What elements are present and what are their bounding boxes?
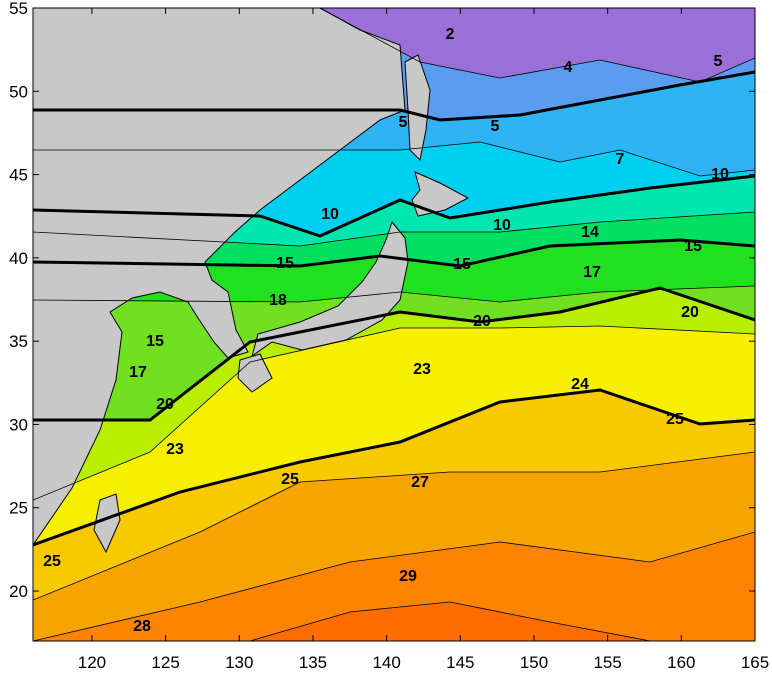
land [33, 8, 470, 554]
contour-label: 20 [681, 304, 699, 321]
contour-label: 29 [399, 568, 417, 585]
x-tick-label: 150 [520, 653, 548, 672]
axes: 120 125 130 135 140 145 150 155 160 1652025303540… [9, 0, 769, 672]
x-tick-label: 155 [593, 653, 621, 672]
contour-label: 10 [321, 206, 339, 223]
x-tick-label: 125 [151, 653, 179, 672]
temperature-band [250, 602, 650, 641]
contour-label: 5 [399, 114, 408, 131]
major-contour [33, 388, 755, 547]
y-tick-label: 30 [9, 415, 28, 434]
contour-label: 10 [711, 166, 729, 183]
y-tick-label: 50 [9, 82, 28, 101]
x-tick-label: 165 [741, 653, 769, 672]
x-tick-label: 135 [299, 653, 327, 672]
x-tick-label: 145 [446, 653, 474, 672]
contour-label: 20 [473, 313, 491, 330]
minor-contour [249, 601, 651, 641]
contour-label: 15 [684, 238, 702, 255]
contour-label: 4 [564, 59, 573, 76]
contour-label: 17 [129, 364, 147, 381]
contour-label: 25 [43, 553, 61, 570]
contour-label: 2 [446, 26, 455, 43]
major-contour [33, 238, 755, 268]
temperature-field [33, 8, 755, 641]
y-tick-label: 55 [9, 0, 28, 18]
minor-contour [33, 285, 755, 303]
contour-label: 5 [491, 118, 500, 135]
contour-label: 28 [133, 618, 151, 635]
minor-contour [33, 141, 755, 177]
contour-label: 15 [146, 333, 164, 350]
contour-label: 17 [583, 264, 601, 281]
contour-label: 10 [493, 217, 511, 234]
contour-label: 25 [281, 471, 299, 488]
minor-contour [33, 211, 755, 247]
contour-lines [33, 8, 755, 641]
honshu [251, 220, 409, 358]
contour-label: 15 [453, 256, 471, 273]
minor-contour [33, 451, 755, 601]
x-tick-label: 120 [78, 653, 106, 672]
contour-label: 7 [616, 151, 625, 168]
y-tick-label: 45 [9, 166, 28, 185]
asia [33, 8, 406, 546]
contour-label: 25 [666, 411, 684, 428]
minor-contour [33, 325, 755, 501]
major-contour [33, 174, 755, 238]
hokkaido [411, 171, 470, 217]
minor-contour [33, 531, 755, 641]
contour-label: 15 [276, 255, 294, 272]
contour-label: 23 [413, 361, 431, 378]
taiwan [93, 493, 121, 554]
contour-label: 23 [166, 441, 184, 458]
contour-label: 14 [581, 224, 599, 241]
x-tick-label: 140 [372, 653, 400, 672]
contour-label: 5 [714, 53, 723, 70]
minor-contour [319, 8, 755, 83]
x-tick-label: 130 [225, 653, 253, 672]
contour-label: 18 [269, 292, 287, 309]
y-tick-label: 35 [9, 332, 28, 351]
kyushu [237, 353, 273, 393]
y-tick-label: 25 [9, 499, 28, 518]
contour-label: 27 [411, 474, 429, 491]
y-tick-label: 20 [9, 582, 28, 601]
x-tick-label: 160 [667, 653, 695, 672]
temperature-band [33, 532, 755, 641]
contour-label: 24 [571, 376, 589, 393]
plot-frame [32, 7, 756, 642]
contour-label: 20 [156, 396, 174, 413]
sakhalin [404, 54, 431, 162]
major-contour [33, 70, 755, 122]
y-tick-label: 40 [9, 249, 28, 268]
major-contour [33, 286, 755, 422]
